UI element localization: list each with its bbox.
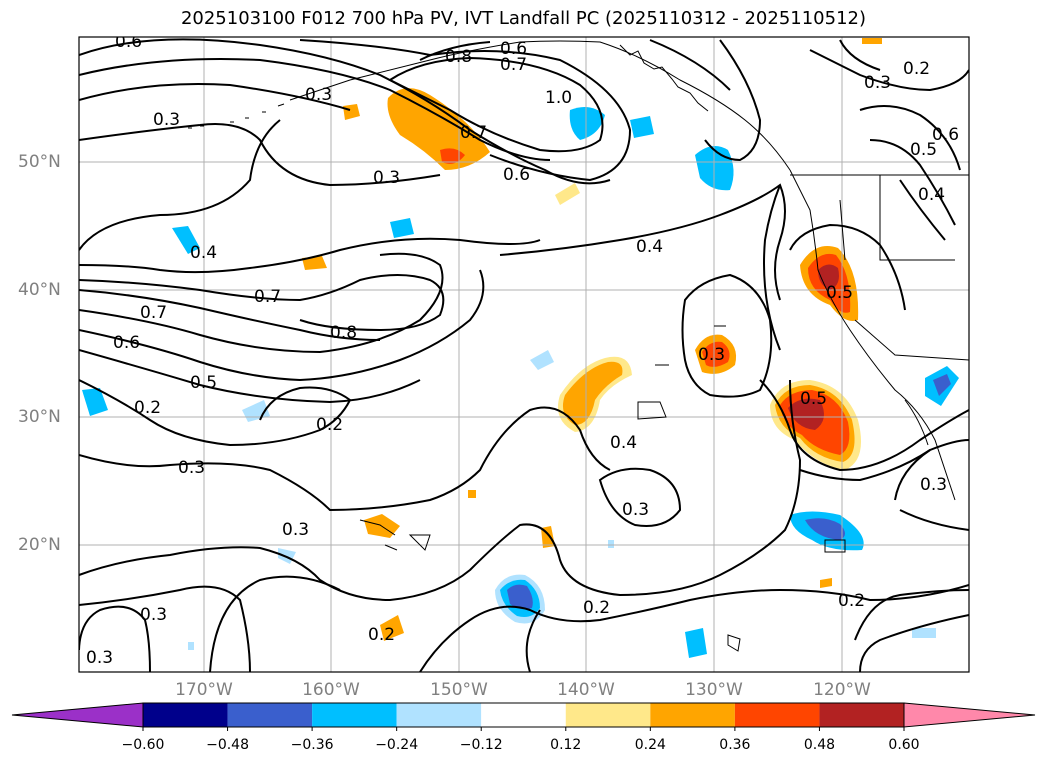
contour-label: 0.5	[910, 140, 937, 160]
colorbar-tick-label: 0.24	[634, 737, 666, 753]
colorbar-frame	[142, 702, 905, 728]
lat-label-30n: 30°N	[18, 407, 61, 427]
colorbar-tick-label: −0.24	[375, 737, 419, 753]
lat-label-20n: 20°N	[18, 535, 61, 555]
contour-label: 0.6	[503, 165, 530, 185]
contour-label: 0.3	[140, 605, 167, 625]
contour-label: 0.2	[368, 625, 395, 645]
graticule	[79, 37, 969, 672]
contour-label: 0.4	[918, 185, 945, 205]
contour-label: 0.8	[445, 47, 472, 67]
colorbar-tick-label: 0.60	[888, 737, 920, 753]
contour-label: 0.3	[920, 475, 947, 495]
colorbar-segment	[565, 703, 651, 727]
colorbar-tick-label: 0.48	[803, 737, 836, 753]
lat-label-40n: 40°N	[18, 280, 61, 300]
map-frame	[78, 36, 970, 673]
contour-label: 0.7	[460, 123, 487, 143]
colorbar-segment	[143, 703, 228, 727]
map-panel: 0.6 0.8 0.6 0.7 0.3 1.0 0.3 0.7 0.6 0.3 …	[78, 32, 970, 673]
contour-label: 0.4	[636, 237, 663, 257]
colorbar-tick-label: −0.48	[206, 737, 249, 753]
contour-label: 0.8	[330, 323, 357, 343]
map-title: 2025103100 F012 700 hPa PV, IVT Landfall…	[180, 8, 867, 29]
colorbar-segment	[396, 703, 482, 727]
colorbar-segment	[312, 703, 397, 727]
lon-label-150w: 150°W	[430, 680, 488, 700]
contour-label: 0.5	[190, 373, 217, 393]
contour-label: 0.3	[305, 85, 332, 105]
colorbar-segment	[481, 703, 566, 727]
contour-label: 0.4	[190, 243, 217, 263]
colorbar-tick-label: 0.12	[550, 737, 582, 753]
contour-label: 0.3	[86, 648, 113, 668]
contour-label: 0.3	[698, 345, 725, 365]
lon-label-140w: 140°W	[557, 680, 615, 700]
lon-label-130w: 130°W	[685, 680, 743, 700]
contour-label: 0.2	[316, 415, 343, 435]
contour-label: 0.3	[622, 500, 649, 520]
colorbar-tick-label: −0.12	[459, 737, 503, 753]
contour-label: 0.2	[134, 398, 161, 418]
pv-contours	[79, 38, 969, 672]
contour-label: 0.6	[115, 32, 142, 52]
contour-label: 0.7	[500, 55, 527, 75]
contour-label: 0.5	[826, 283, 853, 303]
contour-label: 0.3	[864, 73, 891, 93]
contour-label: 0.6	[932, 125, 959, 145]
contour-label: 0.2	[583, 598, 610, 618]
lat-label-50n: 50°N	[18, 152, 61, 172]
contour-label: 0.3	[178, 458, 205, 478]
colorbar-tick-label: 0.36	[719, 737, 751, 753]
lon-label-160w: 160°W	[302, 680, 360, 700]
colorbar-tick-label: −0.36	[290, 737, 334, 753]
contour-label: 0.7	[254, 287, 281, 307]
contour-label: 0.2	[838, 591, 865, 611]
colorbar-extend-max	[903, 702, 1036, 728]
lon-label-170w: 170°W	[175, 680, 233, 700]
map-background	[79, 37, 969, 672]
colorbar-extend-min	[11, 702, 144, 728]
colorbar-segment	[819, 703, 904, 727]
contour-labels: 0.6 0.8 0.6 0.7 0.3 1.0 0.3 0.7 0.6 0.3 …	[86, 32, 959, 668]
contour-label: 0.5	[800, 389, 827, 409]
contour-label: 0.3	[282, 520, 309, 540]
colorbar-tick-label: −0.60	[121, 737, 165, 753]
contour-label: 0.6	[113, 333, 140, 353]
colorbar-segment	[650, 703, 735, 727]
pc-shading	[82, 38, 959, 658]
colorbar-segment	[734, 703, 820, 727]
colorbar-segment	[227, 703, 313, 727]
contour-label: 0.2	[903, 59, 930, 79]
contour-label: 0.6	[500, 39, 527, 59]
contour-label: 0.7	[140, 303, 167, 323]
contour-label: 0.3	[373, 168, 400, 188]
contour-label: 0.4	[610, 433, 637, 453]
contour-label: 0.3	[153, 110, 180, 130]
colorbar-segments	[11, 702, 1036, 731]
lon-label-120w: 120°W	[813, 680, 871, 700]
coastlines	[188, 40, 969, 652]
contour-label: 1.0	[545, 88, 572, 108]
